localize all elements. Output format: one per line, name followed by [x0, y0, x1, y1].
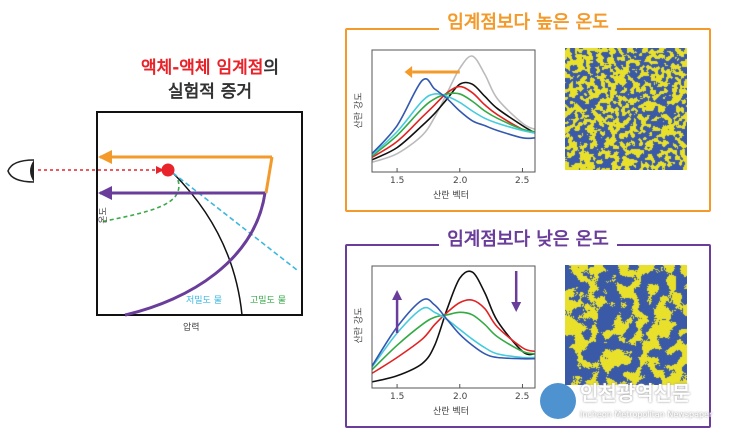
plot-frame: [371, 265, 536, 389]
series-line: [371, 298, 536, 367]
plot-frame: [371, 49, 536, 173]
arrow-left-icon: [98, 150, 112, 164]
series-line: [371, 55, 536, 164]
watermark-logo-icon: [540, 383, 576, 419]
series-line: [371, 92, 536, 157]
simulation-map-above: [565, 48, 687, 170]
low-density-line: [172, 172, 298, 271]
series-line: [371, 81, 536, 161]
series-line: [371, 311, 536, 371]
series-line: [371, 299, 536, 375]
x-axis-label: 산란 벡터: [433, 407, 469, 417]
x-tick: 1.5: [390, 392, 405, 402]
x-tick: 2.0: [453, 392, 468, 402]
panel-title-wrap: 임계점보다 낮은 온도: [345, 229, 711, 251]
y-axis-label: 산란 강도: [354, 92, 365, 129]
eye-icon: [7, 159, 35, 183]
watermark-name: 인천광역신문: [580, 381, 691, 405]
scattering-chart-above: [371, 49, 536, 173]
series-line: [371, 92, 536, 156]
arrowhead-icon: [156, 166, 164, 174]
x-tick: 2.5: [515, 392, 530, 402]
simulation-map-below: [565, 265, 687, 385]
x-tick: 2.5: [515, 176, 530, 186]
x-tick: 1.5: [390, 176, 405, 186]
y-axis-label: 산란 강도: [354, 307, 365, 344]
arrow-down-icon: [511, 302, 522, 312]
critical-point: [161, 163, 175, 177]
panel-title-below: 임계점보다 낮은 온도: [439, 229, 617, 250]
scattering-chart-below: [371, 265, 536, 389]
panel-title-wrap: 임계점보다 높은 온도: [345, 12, 711, 34]
y-axis-label: 온도: [98, 207, 109, 224]
panel-title-above: 임계점보다 높은 온도: [439, 12, 617, 33]
x-axis-label: 압력: [183, 323, 200, 333]
phase-diagram-frame: [96, 111, 303, 316]
arrow-left-icon: [98, 186, 112, 200]
phase-diagram: [7, 111, 303, 317]
title-suffix: 의: [263, 58, 280, 78]
x-axis-label: 산란 벡터: [433, 191, 469, 201]
low-density-label: 저밀도 물: [186, 296, 222, 306]
x-tick: 2.0: [453, 176, 468, 186]
series-line: [371, 78, 536, 155]
series-line: [371, 85, 536, 159]
purple-curve: [124, 192, 267, 317]
arrow-left-icon: [404, 66, 413, 78]
widom-line: [172, 172, 243, 316]
title-line2: 실험적 증거: [167, 82, 253, 102]
series-line: [371, 306, 536, 368]
title-highlight: 액체-액체 임계점: [140, 58, 264, 78]
high-density-line: [99, 179, 180, 223]
series-line: [371, 270, 536, 383]
orange-path-segment: [264, 156, 274, 194]
watermark-subtitle: Incheon Metropolitan Newspaper: [580, 410, 713, 419]
arrow-up-icon: [392, 290, 403, 300]
high-density-label: 고밀도 물: [250, 296, 286, 306]
left-title: 액체-액체 임계점의 실험적 증거: [110, 56, 310, 104]
